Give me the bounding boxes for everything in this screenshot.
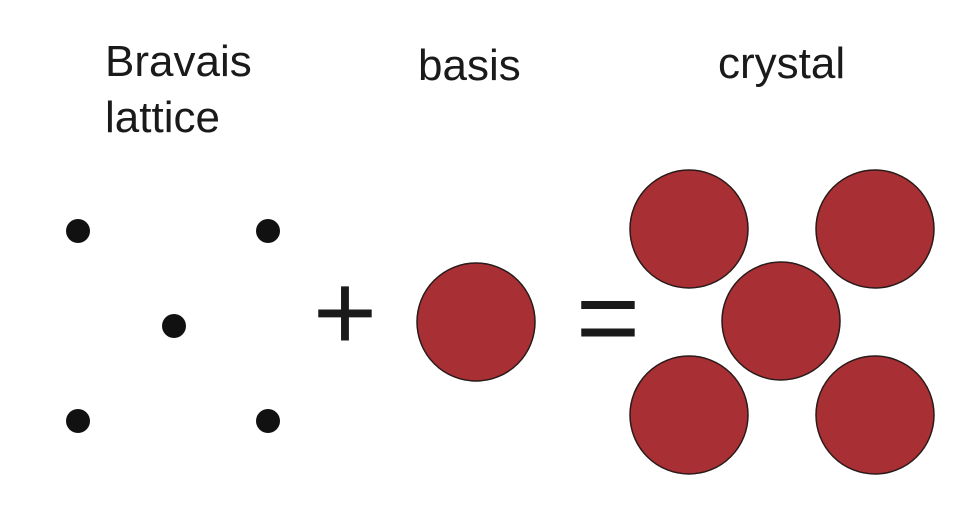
crystal-label: crystal — [718, 39, 846, 88]
basis-label: basis — [418, 41, 521, 90]
bravais-label-line2: lattice — [105, 93, 220, 142]
bravais-label-line1: Bravais — [105, 37, 252, 86]
lattice-point-center — [162, 314, 186, 338]
basis-atom — [416, 262, 536, 382]
lattice-point-bottom-right — [256, 409, 280, 433]
lattice-point-top-left — [66, 219, 90, 243]
plus-sign: + — [313, 251, 377, 374]
crystal-atom-center — [721, 261, 841, 381]
lattice-point-top-right — [256, 219, 280, 243]
equals-sign: = — [576, 256, 640, 379]
crystal-atoms — [629, 169, 935, 475]
lattice-point-bottom-left — [66, 409, 90, 433]
crystal-atom-bottom-left — [629, 355, 749, 475]
bravais-lattice-points — [66, 219, 280, 433]
crystal-atom-bottom-right — [815, 355, 935, 475]
bravais-lattice-label: Bravais lattice — [105, 34, 252, 146]
crystal-atom-top-left — [629, 169, 749, 289]
crystal-atom-top-right — [815, 169, 935, 289]
